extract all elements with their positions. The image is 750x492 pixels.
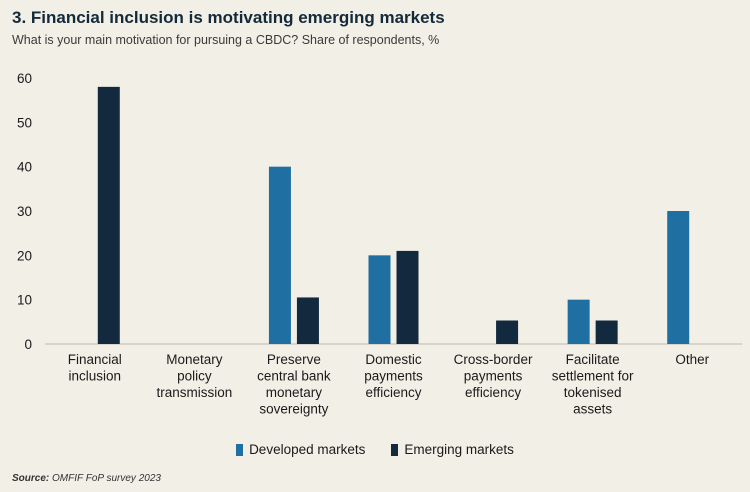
bar-emerging [496, 320, 519, 344]
x-tick-label-line: central bank [257, 369, 331, 384]
legend-label-developed: Developed markets [249, 442, 366, 457]
bar-developed [567, 299, 590, 344]
chart-subtitle: What is your main motivation for pursuin… [12, 33, 440, 47]
y-tick-label: 40 [17, 160, 32, 175]
y-tick-label: 10 [17, 293, 32, 308]
legend-label-emerging: Emerging markets [404, 442, 514, 457]
y-tick-label: 20 [17, 248, 32, 263]
x-tick-label-line: Preserve [267, 352, 321, 367]
y-tick-label: 0 [24, 337, 32, 352]
legend-item-emerging: Emerging markets [391, 442, 514, 457]
bar-developed [268, 166, 291, 344]
chart-title: 3. Financial inclusion is motivating eme… [12, 8, 445, 27]
x-tick-label: Preserve central bank monetary sovereignty [257, 352, 331, 417]
bar-emerging [97, 86, 120, 344]
bar-developed [368, 255, 391, 344]
x-tick-label-line: Facilitate [566, 352, 620, 367]
x-tick-label-line: assets [573, 402, 612, 417]
x-tick-label: Cross-border payments efficiency [454, 352, 533, 400]
x-tick-label-line: Cross-border [454, 352, 533, 367]
x-tick-label-line: sovereignty [259, 402, 328, 417]
legend-swatch-developed [236, 443, 244, 456]
x-tick-label-line: inclusion [69, 369, 122, 384]
bar-chart: 0 10 20 30 40 50 60 Financial inclusion Monetary p… [17, 71, 742, 417]
x-tick-label-line: Monetary [166, 352, 223, 367]
source-label: Source: [12, 473, 50, 484]
x-tick-label: Facilitate settlement for tokenised assets [552, 352, 634, 417]
y-tick-label: 50 [17, 115, 32, 130]
y-tick-label: 30 [17, 204, 32, 219]
x-tick-label-line: tokenised [564, 385, 622, 400]
x-tick-label-line: settlement for [552, 369, 634, 384]
source-note: Source: OMFIF FoP survey 2023 [12, 473, 161, 484]
legend: Developed markets Emerging markets [0, 442, 750, 457]
legend-swatch-emerging [391, 443, 399, 456]
x-tick-label-line: payments [464, 369, 523, 384]
bar-developed [667, 211, 690, 344]
x-tick-label-line: policy [177, 369, 212, 384]
x-tick-label: Domestic payments efficiency [364, 352, 423, 400]
x-tick-label-line: Other [675, 352, 709, 367]
source-text: OMFIF FoP survey 2023 [49, 473, 161, 484]
bar-emerging [296, 297, 319, 344]
x-tick-label-line: efficiency [365, 385, 421, 400]
x-tick-label-line: transmission [156, 385, 232, 400]
y-tick-label: 60 [17, 71, 32, 86]
x-tick-label-line: monetary [266, 385, 323, 400]
legend-item-developed: Developed markets [236, 442, 365, 457]
x-tick-label-line: payments [364, 369, 423, 384]
x-tick-label: Monetary policy transmission [156, 352, 232, 400]
x-tick-label: Other [675, 352, 709, 367]
bar-emerging [595, 320, 618, 344]
x-tick-label-line: efficiency [465, 385, 521, 400]
x-tick-label: Financial inclusion [68, 352, 122, 384]
x-tick-label-line: Financial [68, 352, 122, 367]
bar-emerging [396, 250, 419, 344]
x-tick-label-line: Domestic [365, 352, 422, 367]
